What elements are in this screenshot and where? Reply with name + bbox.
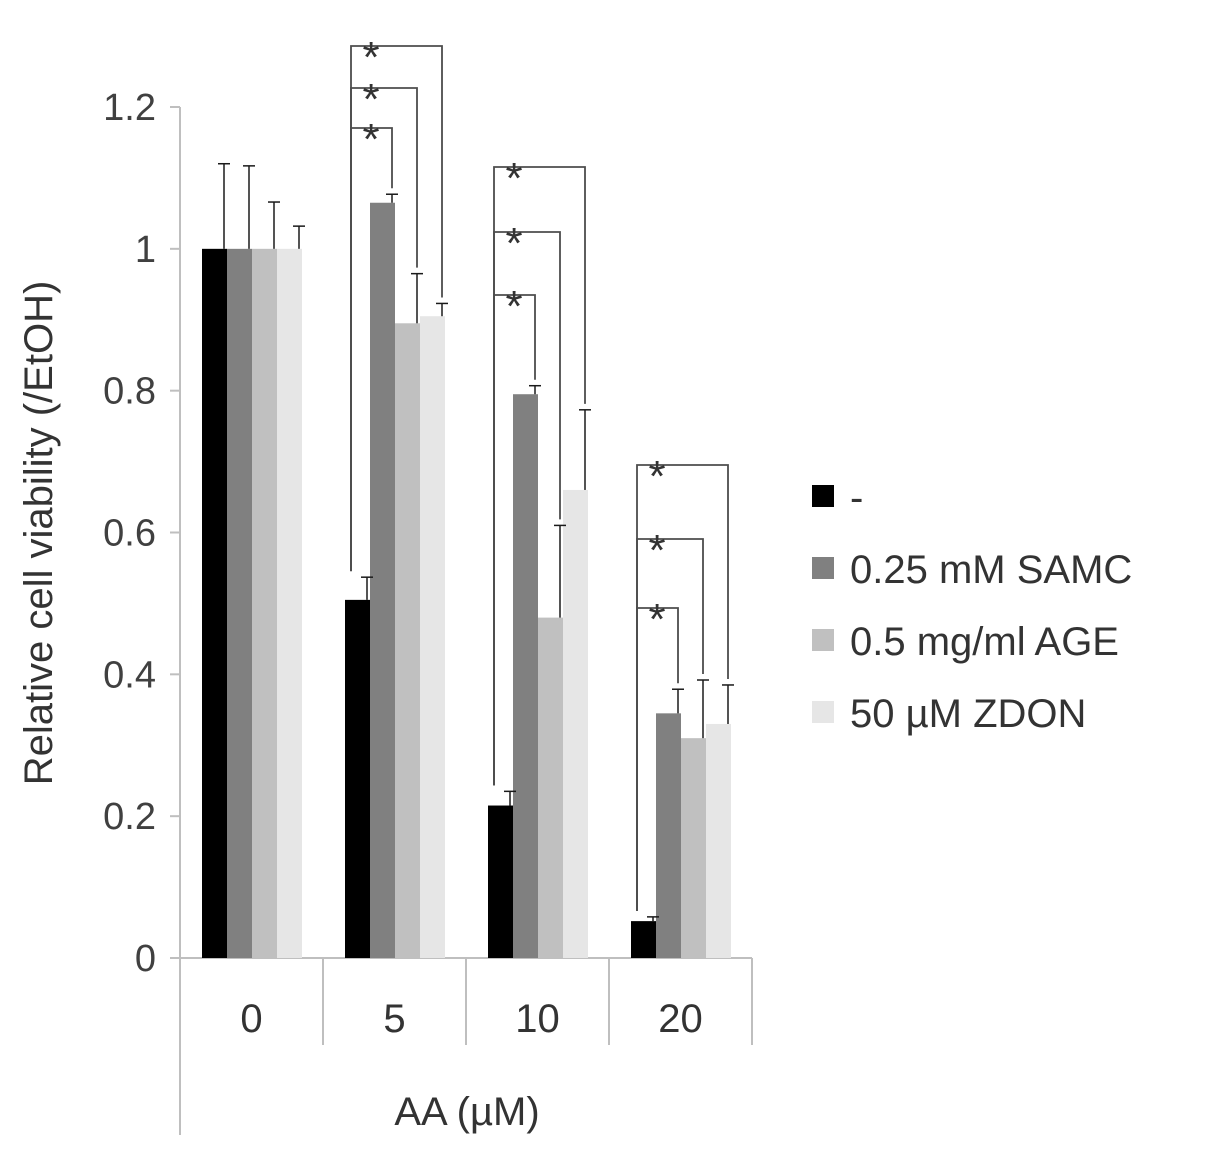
significance-star: * bbox=[362, 115, 379, 164]
y-tick-label: 1 bbox=[135, 229, 156, 271]
bar bbox=[395, 323, 420, 958]
legend-label: 50 µM ZDON bbox=[850, 692, 1086, 736]
bar bbox=[681, 738, 706, 958]
bar bbox=[252, 248, 277, 959]
significance-bracket bbox=[636, 464, 729, 911]
bar bbox=[513, 394, 538, 958]
y-axis: 0 0.2 0.4 0.6 0.8 1 1.2 bbox=[103, 87, 181, 980]
significance-star: * bbox=[648, 526, 665, 575]
y-tick-label: 0.4 bbox=[103, 654, 156, 696]
bar bbox=[345, 599, 370, 958]
bar bbox=[538, 617, 563, 958]
significance-bracket bbox=[350, 45, 443, 572]
x-axis-title: AA (µM) bbox=[394, 1090, 539, 1134]
bar bbox=[370, 202, 395, 959]
y-tick-label: 0 bbox=[135, 938, 156, 980]
significance-bracket bbox=[493, 166, 586, 786]
significance-star: * bbox=[505, 219, 522, 268]
legend-swatch bbox=[812, 701, 834, 723]
y-tick-label: 0.2 bbox=[103, 796, 156, 838]
bar bbox=[563, 489, 588, 958]
legend-label: 0.25 mM SAMC bbox=[850, 548, 1132, 592]
legend-label: 0.5 mg/ml AGE bbox=[850, 620, 1119, 664]
bar bbox=[488, 805, 513, 958]
error-bars bbox=[218, 162, 734, 922]
bar bbox=[202, 248, 227, 959]
y-axis-title: Relative cell viability (/EtOH) bbox=[17, 281, 61, 786]
bar bbox=[656, 713, 681, 958]
y-tick-label: 0.8 bbox=[103, 371, 156, 413]
y-tick-label: 1.2 bbox=[103, 87, 156, 129]
bar bbox=[631, 921, 656, 958]
significance-star: * bbox=[505, 154, 522, 203]
legend-swatch bbox=[812, 485, 834, 507]
bar bbox=[420, 316, 445, 958]
legend: - 0.25 mM SAMC 0.5 mg/ml AGE 50 µM ZDON bbox=[812, 476, 1132, 736]
x-tick-label: 20 bbox=[658, 997, 703, 1041]
x-tick-label: 0 bbox=[240, 997, 262, 1041]
bar bbox=[227, 248, 252, 959]
legend-swatch bbox=[812, 629, 834, 651]
significance-star: * bbox=[362, 75, 379, 124]
significance-star: * bbox=[648, 595, 665, 644]
x-tick-label: 5 bbox=[383, 997, 405, 1041]
significance-star: * bbox=[362, 33, 379, 82]
bar bbox=[706, 723, 731, 958]
x-tick-label: 10 bbox=[515, 997, 560, 1041]
significance-star: * bbox=[648, 452, 665, 501]
bars bbox=[202, 202, 731, 959]
significance-star: * bbox=[505, 282, 522, 331]
legend-label: - bbox=[850, 476, 863, 520]
bar bbox=[277, 248, 302, 959]
significance-brackets: ********* bbox=[350, 33, 729, 911]
x-axis: 0 5 10 20 bbox=[179, 957, 753, 1135]
legend-swatch bbox=[812, 557, 834, 579]
y-tick-label: 0.6 bbox=[103, 513, 156, 555]
